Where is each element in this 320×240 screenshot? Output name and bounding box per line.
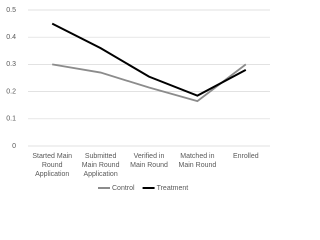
- y-tick-label: 0.3: [6, 61, 16, 68]
- x-tick-label: Submitted Main Round Application: [81, 153, 120, 178]
- y-tick-label: 0.4: [6, 34, 16, 41]
- x-tick-label: Verified in Main Round: [130, 153, 168, 169]
- legend-label: Treatment: [157, 185, 189, 192]
- x-tick-label: Matched in Main Round: [178, 153, 217, 169]
- y-tick-label: 0.2: [6, 88, 16, 95]
- y-tick-label: 0.5: [6, 7, 16, 14]
- legend-label: Control: [112, 185, 135, 192]
- y-tick-label: 0: [12, 143, 16, 150]
- chart-svg: 0 0.1 0.2 0.3 0.4 0.5 Control Treatment: [6, 7, 270, 192]
- y-tick-label: 0.1: [6, 116, 16, 123]
- chart: 0 0.1 0.2 0.3 0.4 0.5 Control Treatment Started…: [6, 7, 270, 192]
- x-tick-label: Enrolled: [232, 153, 259, 160]
- line-series: [52, 63, 247, 103]
- line-series: [51, 22, 247, 97]
- x-tick-label: Started Main Round Application: [32, 153, 73, 178]
